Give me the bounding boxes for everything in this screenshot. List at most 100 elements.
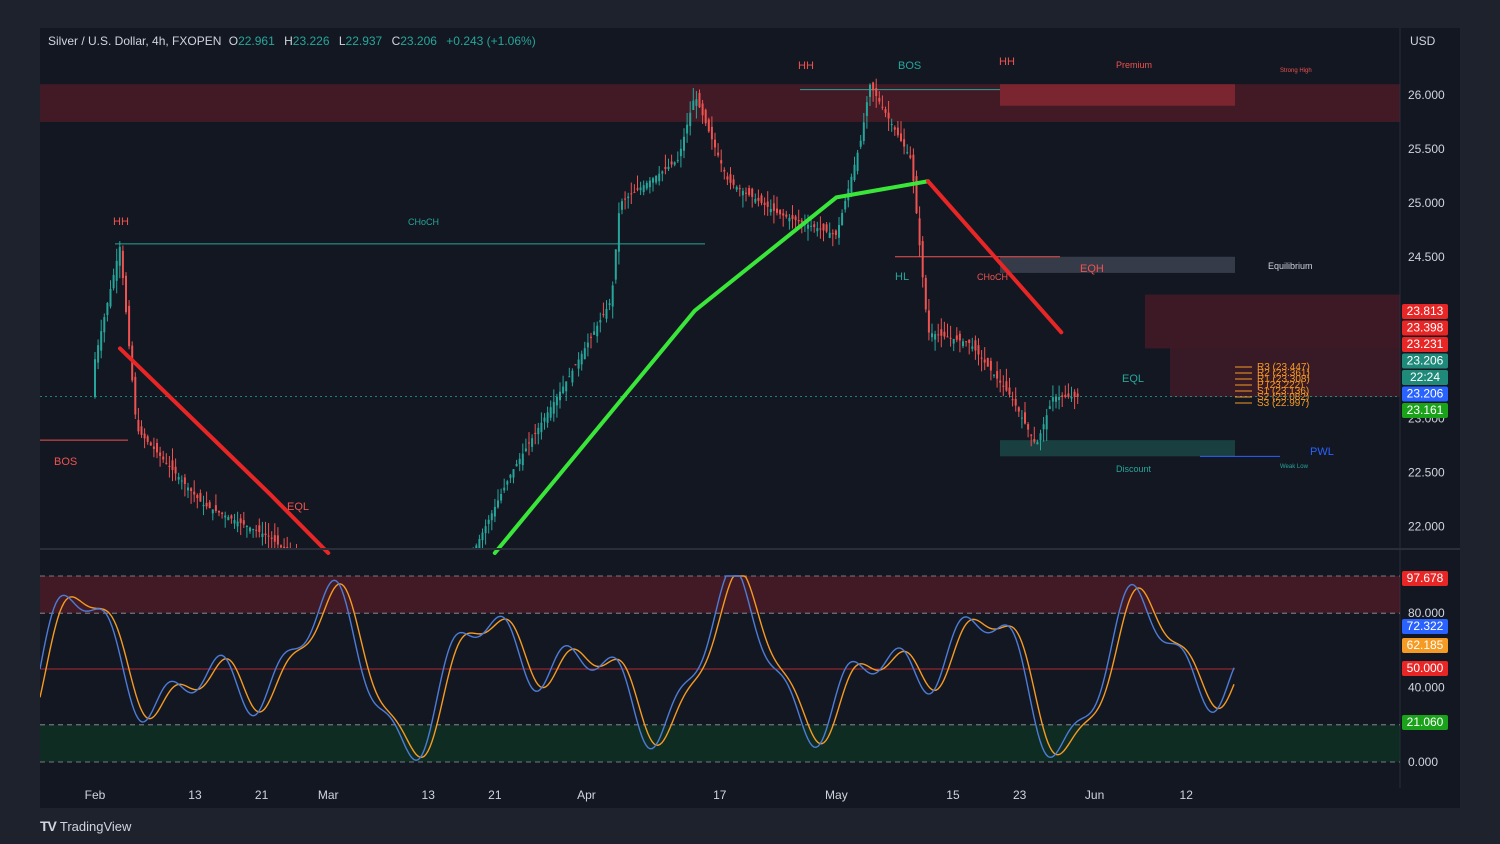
candle	[1064, 394, 1067, 397]
candle	[772, 203, 775, 211]
candle	[850, 176, 853, 193]
candle	[249, 527, 251, 532]
candle	[800, 220, 803, 223]
candle	[763, 202, 766, 205]
candle	[537, 427, 540, 435]
candle	[611, 285, 614, 307]
candle	[1030, 434, 1033, 436]
candle	[156, 443, 158, 453]
candle	[1036, 442, 1039, 445]
candle	[838, 224, 840, 238]
candle	[949, 337, 952, 339]
annotation-10: EQH	[1080, 263, 1104, 275]
candle	[596, 325, 599, 337]
discount-zone	[1000, 440, 1235, 457]
stoch-k-line	[40, 575, 1235, 762]
candle	[831, 233, 834, 235]
candle	[1014, 398, 1017, 406]
candle	[726, 176, 729, 180]
candle	[534, 432, 537, 434]
candle	[645, 182, 648, 189]
candle	[906, 152, 909, 154]
candle	[509, 474, 512, 478]
candle	[943, 331, 946, 337]
close-value: 23.206	[400, 34, 437, 48]
candle	[143, 433, 146, 439]
stoch-d-line	[40, 575, 1235, 759]
candle	[565, 381, 568, 392]
candle	[174, 466, 177, 474]
candle	[810, 225, 813, 227]
candle	[171, 460, 174, 470]
annotation-17: Discount	[1116, 464, 1152, 474]
candle	[893, 127, 896, 130]
candle	[825, 224, 828, 232]
candle	[580, 353, 583, 365]
annotation-7: CHoCH	[408, 217, 439, 227]
stoch-label-3: 62.185	[1407, 638, 1444, 652]
chart-canvas[interactable]: HH BOS HH Premium Strong High HH CHoCH HL CHoCH E…	[40, 28, 1460, 808]
candle	[968, 339, 971, 343]
candle	[732, 179, 735, 185]
candle	[546, 412, 549, 423]
candle	[670, 161, 673, 165]
candle	[723, 169, 726, 172]
candle	[689, 112, 692, 127]
candle	[617, 213, 620, 252]
annotation-13: BOS	[54, 456, 77, 468]
candle	[841, 212, 844, 226]
candle	[137, 419, 140, 432]
candle	[983, 359, 986, 363]
candle	[112, 274, 115, 289]
candle	[497, 500, 499, 508]
candle	[996, 371, 999, 379]
candle	[162, 456, 165, 460]
stoch-label-box	[1402, 619, 1448, 634]
candle	[636, 188, 639, 190]
pivot-label-1: R3 (23.447)	[1257, 362, 1310, 373]
candle	[218, 511, 220, 513]
time-tick-10: 15	[946, 788, 960, 802]
price-label-box	[1402, 337, 1448, 352]
candle	[273, 535, 276, 542]
candle	[487, 519, 490, 524]
candle	[1051, 397, 1054, 402]
candle	[239, 518, 242, 524]
time-tick-6: 21	[488, 788, 502, 802]
candle	[695, 99, 698, 106]
candle	[562, 386, 565, 394]
candle	[621, 201, 623, 210]
candle	[692, 100, 695, 111]
candle	[276, 535, 279, 545]
candle	[921, 241, 924, 278]
candle	[152, 446, 155, 449]
moving-average-2	[117, 346, 331, 555]
candle	[958, 333, 961, 341]
candle	[540, 422, 543, 433]
candle	[205, 502, 208, 507]
candle	[872, 82, 875, 91]
candle	[286, 547, 289, 549]
candle	[261, 533, 264, 537]
candle	[971, 346, 974, 349]
candle	[952, 338, 955, 344]
candle	[506, 481, 509, 485]
candle	[543, 417, 546, 422]
candle	[586, 342, 589, 348]
candle	[1039, 433, 1042, 440]
time-tick-1: Feb	[85, 788, 106, 802]
candle	[751, 188, 754, 197]
candle	[782, 213, 785, 216]
candle	[183, 477, 186, 485]
time-tick-3: 21	[255, 788, 269, 802]
candle	[484, 526, 487, 534]
price-tick-7: 22.000	[1408, 519, 1445, 533]
tradingview-brand[interactable]: TV TradingView	[40, 818, 131, 834]
candle	[859, 140, 862, 147]
candle	[559, 391, 561, 401]
candle	[785, 214, 788, 217]
candle	[528, 442, 530, 444]
candle	[608, 303, 611, 306]
candle	[630, 193, 633, 195]
candle	[264, 533, 267, 536]
